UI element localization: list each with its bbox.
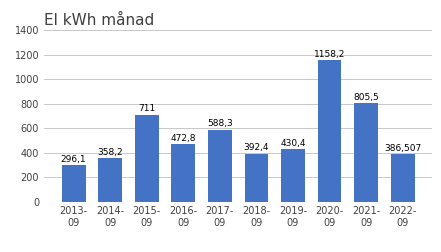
Text: 386,507: 386,507 [384, 144, 421, 153]
Text: 430,4: 430,4 [280, 139, 306, 148]
Bar [281, 149, 305, 202]
Text: 358,2: 358,2 [97, 147, 123, 156]
Bar [172, 144, 195, 202]
Bar [245, 153, 268, 202]
Bar [391, 154, 415, 202]
Text: 805,5: 805,5 [353, 93, 379, 102]
Text: 711: 711 [138, 104, 155, 113]
Text: 1158,2: 1158,2 [314, 50, 345, 59]
Text: El kWh månad: El kWh månad [44, 13, 154, 28]
Bar [62, 165, 86, 202]
Bar [354, 103, 378, 202]
Bar [318, 60, 341, 202]
Text: 392,4: 392,4 [244, 143, 269, 152]
Text: 472,8: 472,8 [171, 134, 196, 142]
Bar [208, 130, 232, 202]
Bar [98, 158, 122, 202]
Text: 296,1: 296,1 [61, 155, 86, 164]
Text: 588,3: 588,3 [207, 119, 233, 128]
Bar [135, 115, 159, 202]
